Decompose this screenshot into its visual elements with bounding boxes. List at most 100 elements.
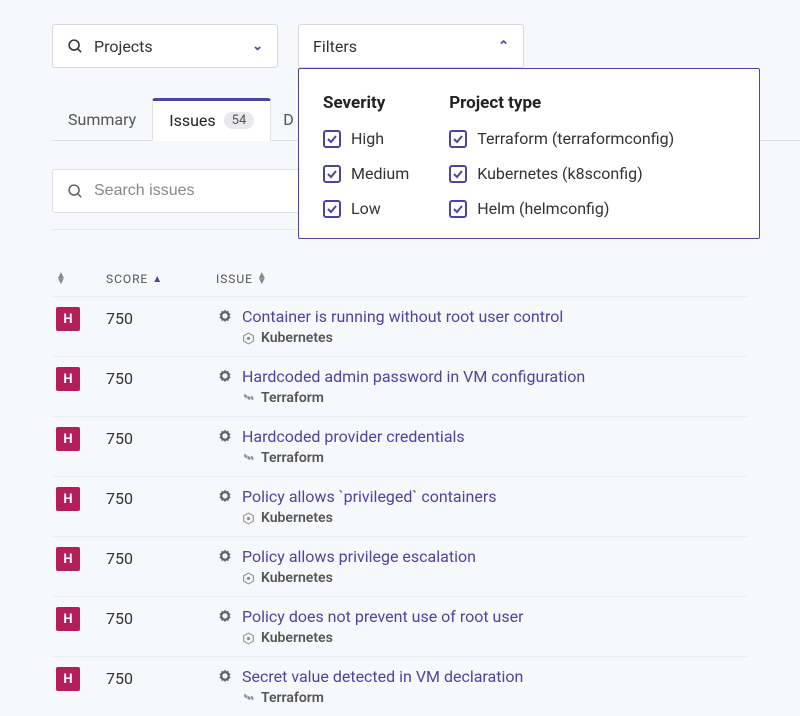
cell-score: 750 (106, 427, 216, 448)
issue-title-link[interactable]: Hardcoded provider credentials (242, 427, 465, 446)
issue-title-link[interactable]: Policy allows `privileged` containers (242, 487, 497, 506)
search-icon (67, 183, 84, 200)
cell-issue: Container is running without root user c… (216, 307, 748, 346)
cell-severity: H (56, 367, 106, 391)
cell-issue: Secret value detected in VM declaration T… (216, 667, 748, 706)
filter-high[interactable]: High (323, 129, 409, 148)
cell-issue: Hardcoded admin password in VM configura… (216, 367, 748, 406)
filter-high-label: High (351, 129, 384, 148)
column-issue[interactable]: ISSUE ▲▼ (216, 272, 268, 286)
filter-helm[interactable]: Helm (helmconfig) (449, 199, 674, 218)
severity-title: Severity (323, 93, 409, 113)
severity-badge: H (56, 427, 80, 451)
cell-severity: H (56, 667, 106, 691)
table-row: H750Policy allows `privileged` container… (52, 476, 748, 536)
checkbox-checked-icon (323, 165, 341, 183)
issue-type: Terraform (242, 450, 748, 466)
cell-issue: Hardcoded provider credentials Terraform (216, 427, 748, 466)
table-row: H 750 Container is running without root us… (52, 296, 748, 356)
issues-table: ▲▼ SCORE ▲ ISSUE ▲▼ H 750 Container is run… (52, 272, 748, 716)
issue-title-link[interactable]: Policy does not prevent use of root user (242, 607, 524, 626)
kubernetes-icon (242, 332, 255, 345)
chevron-up-icon: ⌃ (498, 39, 509, 54)
issue-type: Kubernetes (242, 330, 748, 346)
tab-summary[interactable]: Summary (52, 100, 152, 139)
issue-type: Kubernetes (242, 630, 748, 646)
severity-badge: H (56, 367, 80, 391)
terraform-icon (242, 392, 255, 405)
issue-type: Kubernetes (242, 510, 748, 526)
table-row: H 750Policy allows privilege escalationKu… (52, 536, 748, 596)
issue-type: Terraform (242, 390, 748, 406)
column-severity[interactable]: ▲▼ (56, 273, 106, 285)
filter-group-project-type: Project type Terraform (terraformconfig)… (449, 93, 674, 218)
gear-icon (216, 608, 234, 626)
gear-icon (216, 668, 234, 686)
gear-icon (216, 308, 234, 326)
filter-medium-label: Medium (351, 164, 409, 183)
severity-badge: H (56, 487, 80, 511)
issue-title-link[interactable]: Secret value detected in VM declaration (242, 667, 523, 686)
issue-title-link[interactable]: Hardcoded admin password in VM configura… (242, 367, 585, 386)
filter-medium[interactable]: Medium (323, 164, 409, 183)
chevron-down-icon: ⌄ (252, 39, 263, 54)
table-row: H 750 Hardcoded admin password in VM confi… (52, 356, 748, 416)
cell-issue: Policy does not prevent use of root user… (216, 607, 748, 646)
severity-badge: H (56, 607, 80, 631)
cell-score: 750 (106, 307, 216, 328)
cell-severity: H (56, 307, 106, 331)
cell-score: 750 (106, 607, 216, 628)
cell-severity: H (56, 547, 106, 571)
filter-terraform[interactable]: Terraform (terraformconfig) (449, 129, 674, 148)
filter-low[interactable]: Low (323, 199, 409, 218)
sort-icon: ▲▼ (257, 273, 268, 285)
filter-group-severity: Severity High Medium Low (323, 93, 409, 218)
severity-badge: H (56, 667, 80, 691)
filter-kubernetes-label: Kubernetes (k8sconfig) (477, 164, 642, 183)
filters-panel: Severity High Medium Low Project type Te… (298, 68, 760, 239)
projects-dropdown[interactable]: Projects ⌄ (52, 24, 278, 68)
column-score-label: SCORE (106, 272, 148, 286)
column-issue-label: ISSUE (216, 272, 253, 286)
projects-label: Projects (94, 37, 153, 56)
issue-title-link[interactable]: Container is running without root user c… (242, 307, 563, 326)
filter-helm-label: Helm (helmconfig) (477, 199, 609, 218)
kubernetes-icon (242, 572, 255, 585)
cell-score: 750 (106, 487, 216, 508)
cell-severity: H (56, 607, 106, 631)
issues-count-badge: 54 (224, 112, 255, 129)
cell-score: 750 (106, 547, 216, 568)
checkbox-checked-icon (449, 165, 467, 183)
issue-type: Terraform (242, 690, 748, 706)
filter-kubernetes[interactable]: Kubernetes (k8sconfig) (449, 164, 674, 183)
kubernetes-icon (242, 512, 255, 525)
issue-title-link[interactable]: Policy allows privilege escalation (242, 547, 476, 566)
tab-summary-label: Summary (68, 110, 136, 129)
sort-icon: ▲▼ (56, 273, 67, 285)
tab-issues-label: Issues (169, 111, 215, 130)
table-row: H 750 Hardcoded provider credentials Terraf… (52, 416, 748, 476)
checkbox-checked-icon (323, 200, 341, 218)
tab-issues[interactable]: Issues 54 (152, 98, 271, 141)
sort-asc-icon: ▲ (152, 274, 163, 285)
tab-partial-label: D (283, 110, 294, 129)
severity-badge: H (56, 307, 80, 331)
checkbox-checked-icon (449, 130, 467, 148)
cell-issue: Policy allows privilege escalationKubern… (216, 547, 748, 586)
terraform-icon (242, 452, 255, 465)
cell-severity: H (56, 487, 106, 511)
table-row: H750Policy does not prevent use of root … (52, 596, 748, 656)
column-score[interactable]: SCORE ▲ (106, 272, 216, 286)
cell-score: 750 (106, 667, 216, 688)
cell-score: 750 (106, 367, 216, 388)
gear-icon (216, 368, 234, 386)
gear-icon (216, 548, 234, 566)
severity-badge: H (56, 547, 80, 571)
filters-dropdown[interactable]: Filters ⌃ (298, 24, 524, 68)
cell-issue: Policy allows `privileged` containers Kub… (216, 487, 748, 526)
checkbox-checked-icon (323, 130, 341, 148)
filter-terraform-label: Terraform (terraformconfig) (477, 129, 674, 148)
search-icon (67, 38, 84, 55)
table-header: ▲▼ SCORE ▲ ISSUE ▲▼ (52, 272, 748, 296)
gear-icon (216, 488, 234, 506)
